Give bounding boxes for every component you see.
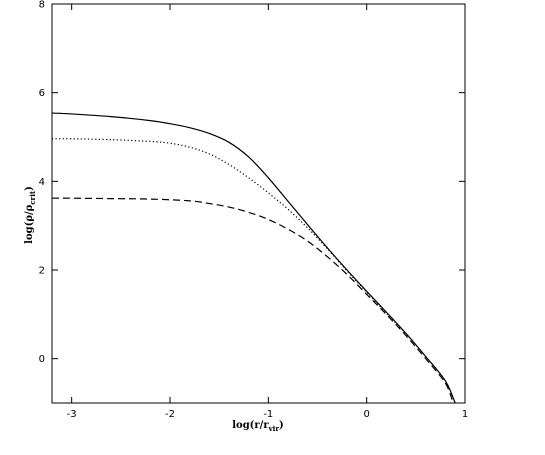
x-tick-label: -3 xyxy=(67,409,77,420)
y-tick-label: 2 xyxy=(39,266,45,277)
y-axis-label-main: log(ρ/ρ xyxy=(24,204,35,243)
axis-ticks xyxy=(52,3,466,403)
x-axis-label-close: ) xyxy=(279,420,284,431)
series-line-dashed xyxy=(51,197,454,404)
plot-frame xyxy=(51,3,466,404)
y-axis-label-sub: crit xyxy=(28,190,37,205)
x-tick-label: -2 xyxy=(165,409,175,420)
y-tick-label: 0 xyxy=(39,354,45,365)
series-line-solid xyxy=(51,112,456,404)
x-axis-label-main: log(r/r xyxy=(232,420,269,431)
y-tick-label: 8 xyxy=(39,0,45,11)
x-axis-label: log(r/rvir) xyxy=(232,420,284,433)
x-tick-label: 0 xyxy=(363,409,369,420)
y-axis-label: log(ρ/ρcrit) xyxy=(24,186,37,244)
axis-tick-labels: -3 -2 -1 0 1 0 2 4 6 8 xyxy=(39,0,469,420)
x-axis-label-sub: vir xyxy=(268,424,280,433)
series-line-dotted xyxy=(51,138,456,404)
series-lines xyxy=(51,112,456,404)
y-tick-label: 6 xyxy=(39,88,45,99)
y-tick-label: 4 xyxy=(39,177,45,188)
y-axis-label-close: ) xyxy=(24,186,35,191)
x-tick-label: -1 xyxy=(263,409,273,420)
x-tick-label: 1 xyxy=(462,409,468,420)
